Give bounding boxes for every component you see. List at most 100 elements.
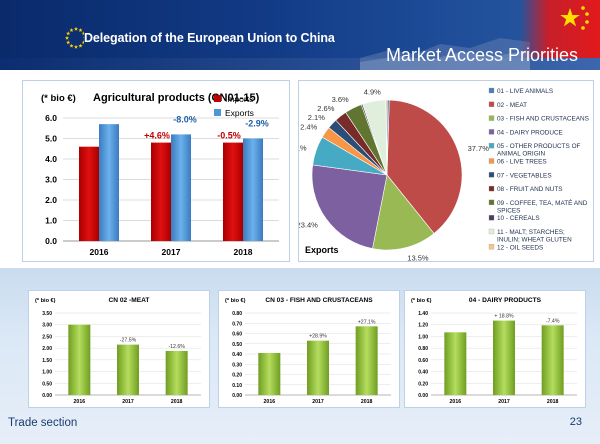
y-tick-label: 6.0: [45, 113, 57, 123]
eu-star-icon: [81, 31, 84, 36]
pie-pct-label: 13.5%: [407, 254, 429, 262]
legend-label: 09 - COFFEE, TEA, MATÉ AND SPICES: [497, 198, 588, 215]
meat-panel: (* bio €) CN 02 -MEAT 0.00 0.50 1.00 1.50 2.00…: [28, 290, 210, 408]
x-tick-label: 2017: [498, 399, 510, 405]
legend-swatch: [488, 143, 495, 149]
x-tick-label: 2016: [450, 399, 462, 405]
y-tick-label: 0.00: [232, 393, 242, 399]
legend-swatch: [488, 115, 495, 121]
exports-bar: [171, 134, 191, 241]
y-tick-label: 5.0: [45, 134, 57, 144]
y-tick-label: 0.50: [232, 342, 242, 348]
y-tick-label: 3.0: [45, 175, 57, 185]
eu-star-icon: [66, 40, 71, 45]
legend-label: 07 - VEGETABLES: [497, 172, 552, 179]
great-wall-image: [360, 38, 530, 70]
exports-bar: [99, 124, 119, 241]
pie-pct-label: 3.6%: [332, 95, 349, 104]
eu-star-icon: [66, 31, 71, 36]
pie-title: Exports: [305, 245, 339, 255]
legend-exports-label: Exports: [225, 108, 254, 118]
agri-products-panel: (* bio €) Agricultural products (CN01-15)…: [22, 80, 290, 262]
fish-panel: (* bio €) CN 03 - FISH AND CRUSTACEANS 0.0…: [218, 290, 400, 408]
legend-label: 12 - OIL SEEDS: [497, 244, 543, 251]
eu-flag-logo: [64, 26, 84, 49]
change-label: +28.9%: [309, 334, 327, 340]
y-tick-label: 0.00: [42, 393, 52, 399]
legend-label: 06 - LIVE TREES: [497, 159, 547, 166]
pie-pct-label: 4.9%: [364, 87, 381, 96]
legend-swatch: [488, 87, 495, 94]
change-label: -12.6%: [168, 344, 185, 350]
y-tick-label: 0.60: [418, 358, 428, 364]
fish-chart: (* bio €) CN 03 - FISH AND CRUSTACEANS 0.0…: [225, 297, 391, 405]
pie-pct-label: 37.7%: [468, 144, 490, 153]
change-label: -7.4%: [546, 318, 560, 324]
header-banner: Delegation of the European Union to Chin…: [0, 0, 600, 70]
y-tick-label: 1.0: [45, 216, 57, 226]
legend-swatch: [488, 199, 495, 206]
pie-pct-label: 2.6%: [317, 104, 334, 113]
x-tick-label: 2018: [361, 399, 373, 405]
exports-bar: [243, 138, 263, 241]
delegation-title: Delegation of the European Union to Chin…: [84, 31, 335, 45]
legend-label: 05 - OTHER PRODUCTS OF ANIMAL ORIGIN: [497, 143, 581, 158]
unit-label: (* bio €): [41, 93, 76, 104]
x-tick-label: 2018: [171, 399, 183, 405]
chart-title: CN 03 - FISH AND CRUSTACEANS: [265, 297, 373, 304]
dairy-panel: (* bio €) 04 - DAIRY PRODUCTS 0.00 0.20 0.40…: [404, 290, 586, 408]
y-tick-label: 4.0: [45, 154, 57, 164]
change-label: +27.1%: [358, 319, 376, 325]
y-tick-label: 0.20: [418, 381, 428, 387]
chart-title: 04 - DAIRY PRODUCTS: [469, 297, 542, 304]
x-tick-label: 2016: [74, 399, 86, 405]
y-tick-label: 0.10: [232, 383, 242, 389]
legend-swatch: [488, 244, 495, 250]
legend-exports-swatch: [214, 109, 221, 116]
legend-label: 03 - FISH AND CRUSTACEANS: [497, 116, 589, 123]
banner-band: [0, 58, 600, 70]
x-tick-label: 2017: [162, 247, 181, 257]
chart-title: CN 02 -MEAT: [109, 297, 150, 304]
imports-change-label: +4.6%: [144, 131, 170, 141]
y-tick-label: 0.40: [232, 352, 242, 358]
x-tick-label: 2017: [122, 399, 134, 405]
legend-swatch: [488, 185, 495, 192]
pie-slice: [372, 174, 435, 251]
y-tick-label: 0.60: [232, 332, 242, 338]
y-tick-label: 0.00: [418, 393, 428, 399]
legend-swatch: [488, 129, 495, 135]
y-tick-label: 0.20: [232, 373, 242, 379]
legend-label: 08 - FRUIT AND NUTS: [497, 186, 563, 193]
legend-imports-swatch: [214, 95, 221, 102]
legend-label: 10 - CEREALS: [497, 215, 540, 222]
y-tick-label: 2.0: [45, 195, 57, 205]
unit-label: (* bio €): [411, 298, 432, 304]
exports-change-label: -8.0%: [173, 114, 197, 124]
eu-star-icon: [73, 44, 79, 49]
y-tick-label: 0.40: [418, 370, 428, 376]
dairy-chart: (* bio €) 04 - DAIRY PRODUCTS 0.00 0.20 0.40…: [411, 297, 577, 405]
exports-pie-chart: 37.7% 13.5% 23.4% 6.1% 2.4%2.1%2.6%3.6% 4.9% E…: [289, 87, 589, 262]
eu-star-icon: [78, 43, 83, 48]
value-bar: [68, 324, 91, 395]
imports-bar: [223, 142, 243, 241]
eu-star-icon: [81, 40, 84, 45]
x-tick-label: 2017: [312, 399, 324, 405]
eu-star-icon: [64, 35, 70, 40]
y-tick-label: 0.80: [232, 311, 242, 317]
pie-slice: [386, 99, 390, 176]
value-bar: [355, 326, 378, 395]
x-tick-label: 2016: [264, 399, 276, 405]
legend-imports-label: Imports: [225, 94, 253, 104]
y-tick-label: 0.0: [45, 236, 57, 246]
imports-bar: [151, 142, 171, 241]
unit-label: (* bio €): [35, 298, 56, 304]
legend-label: 02 - MEAT: [497, 102, 527, 109]
legend-label: 04 - DAIRY PRODUCE: [497, 129, 563, 136]
imports-change-label: -0.5%: [217, 131, 241, 141]
y-tick-label: 0.80: [418, 346, 428, 352]
y-tick-label: 2.00: [42, 346, 52, 352]
y-tick-label: 3.50: [42, 311, 52, 317]
value-bar: [493, 320, 515, 395]
